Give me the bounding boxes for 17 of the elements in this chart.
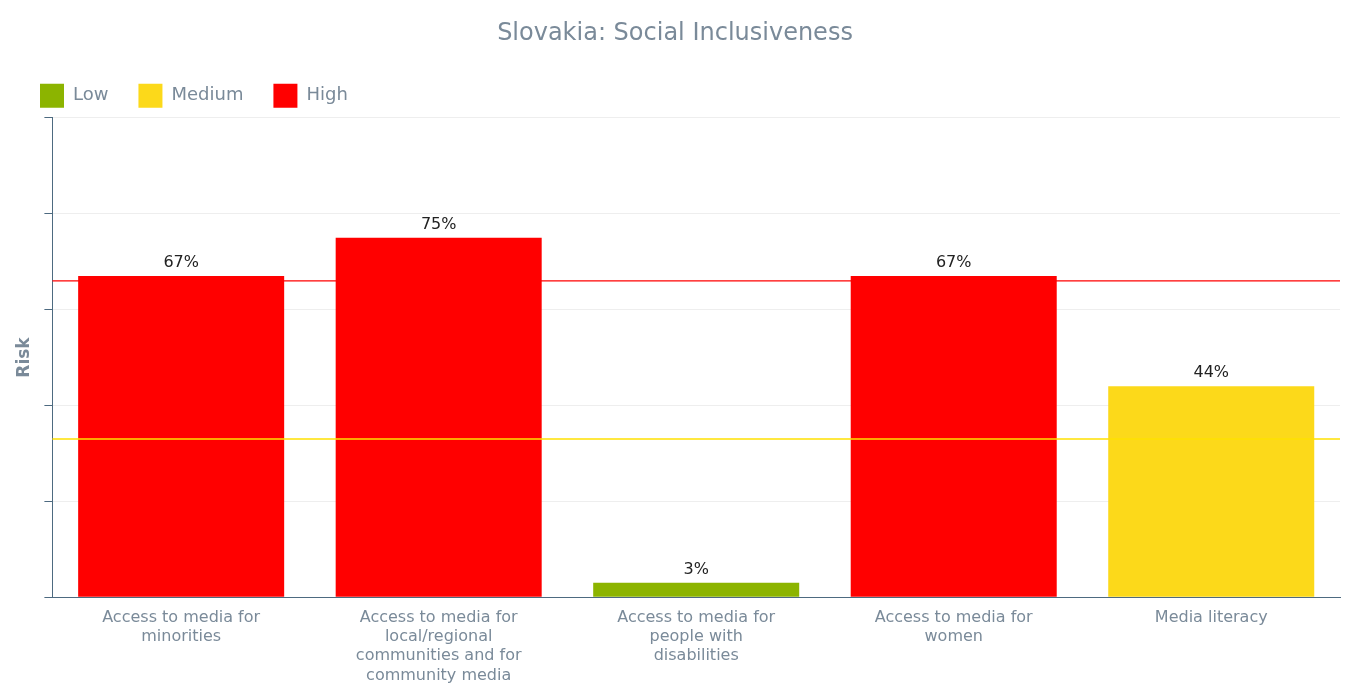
legend-label: High: [306, 83, 348, 105]
chart-title: Slovakia: Social Inclusiveness: [497, 17, 853, 46]
x-tick-label: Media literacy: [1154, 606, 1268, 626]
legend-label: Medium: [171, 83, 244, 105]
data-label: 3%: [683, 558, 709, 578]
data-label: 75%: [420, 213, 457, 233]
x-tick-label: Access to media for women: [874, 606, 1034, 646]
x-tick-label: Access to media for local/regional communities and for community media: [355, 606, 522, 684]
x-tick-label: Access to media for people with disabilities: [617, 606, 776, 665]
data-label: 44%: [1193, 362, 1230, 382]
data-label: 67%: [935, 252, 972, 272]
legend-label: Low: [73, 83, 109, 105]
data-label: 67%: [163, 252, 199, 272]
y-axis-title: Risk: [12, 336, 33, 378]
bar: [593, 582, 800, 597]
bar: [1108, 386, 1315, 597]
x-tick-label: Access to media for minorities: [102, 606, 261, 646]
